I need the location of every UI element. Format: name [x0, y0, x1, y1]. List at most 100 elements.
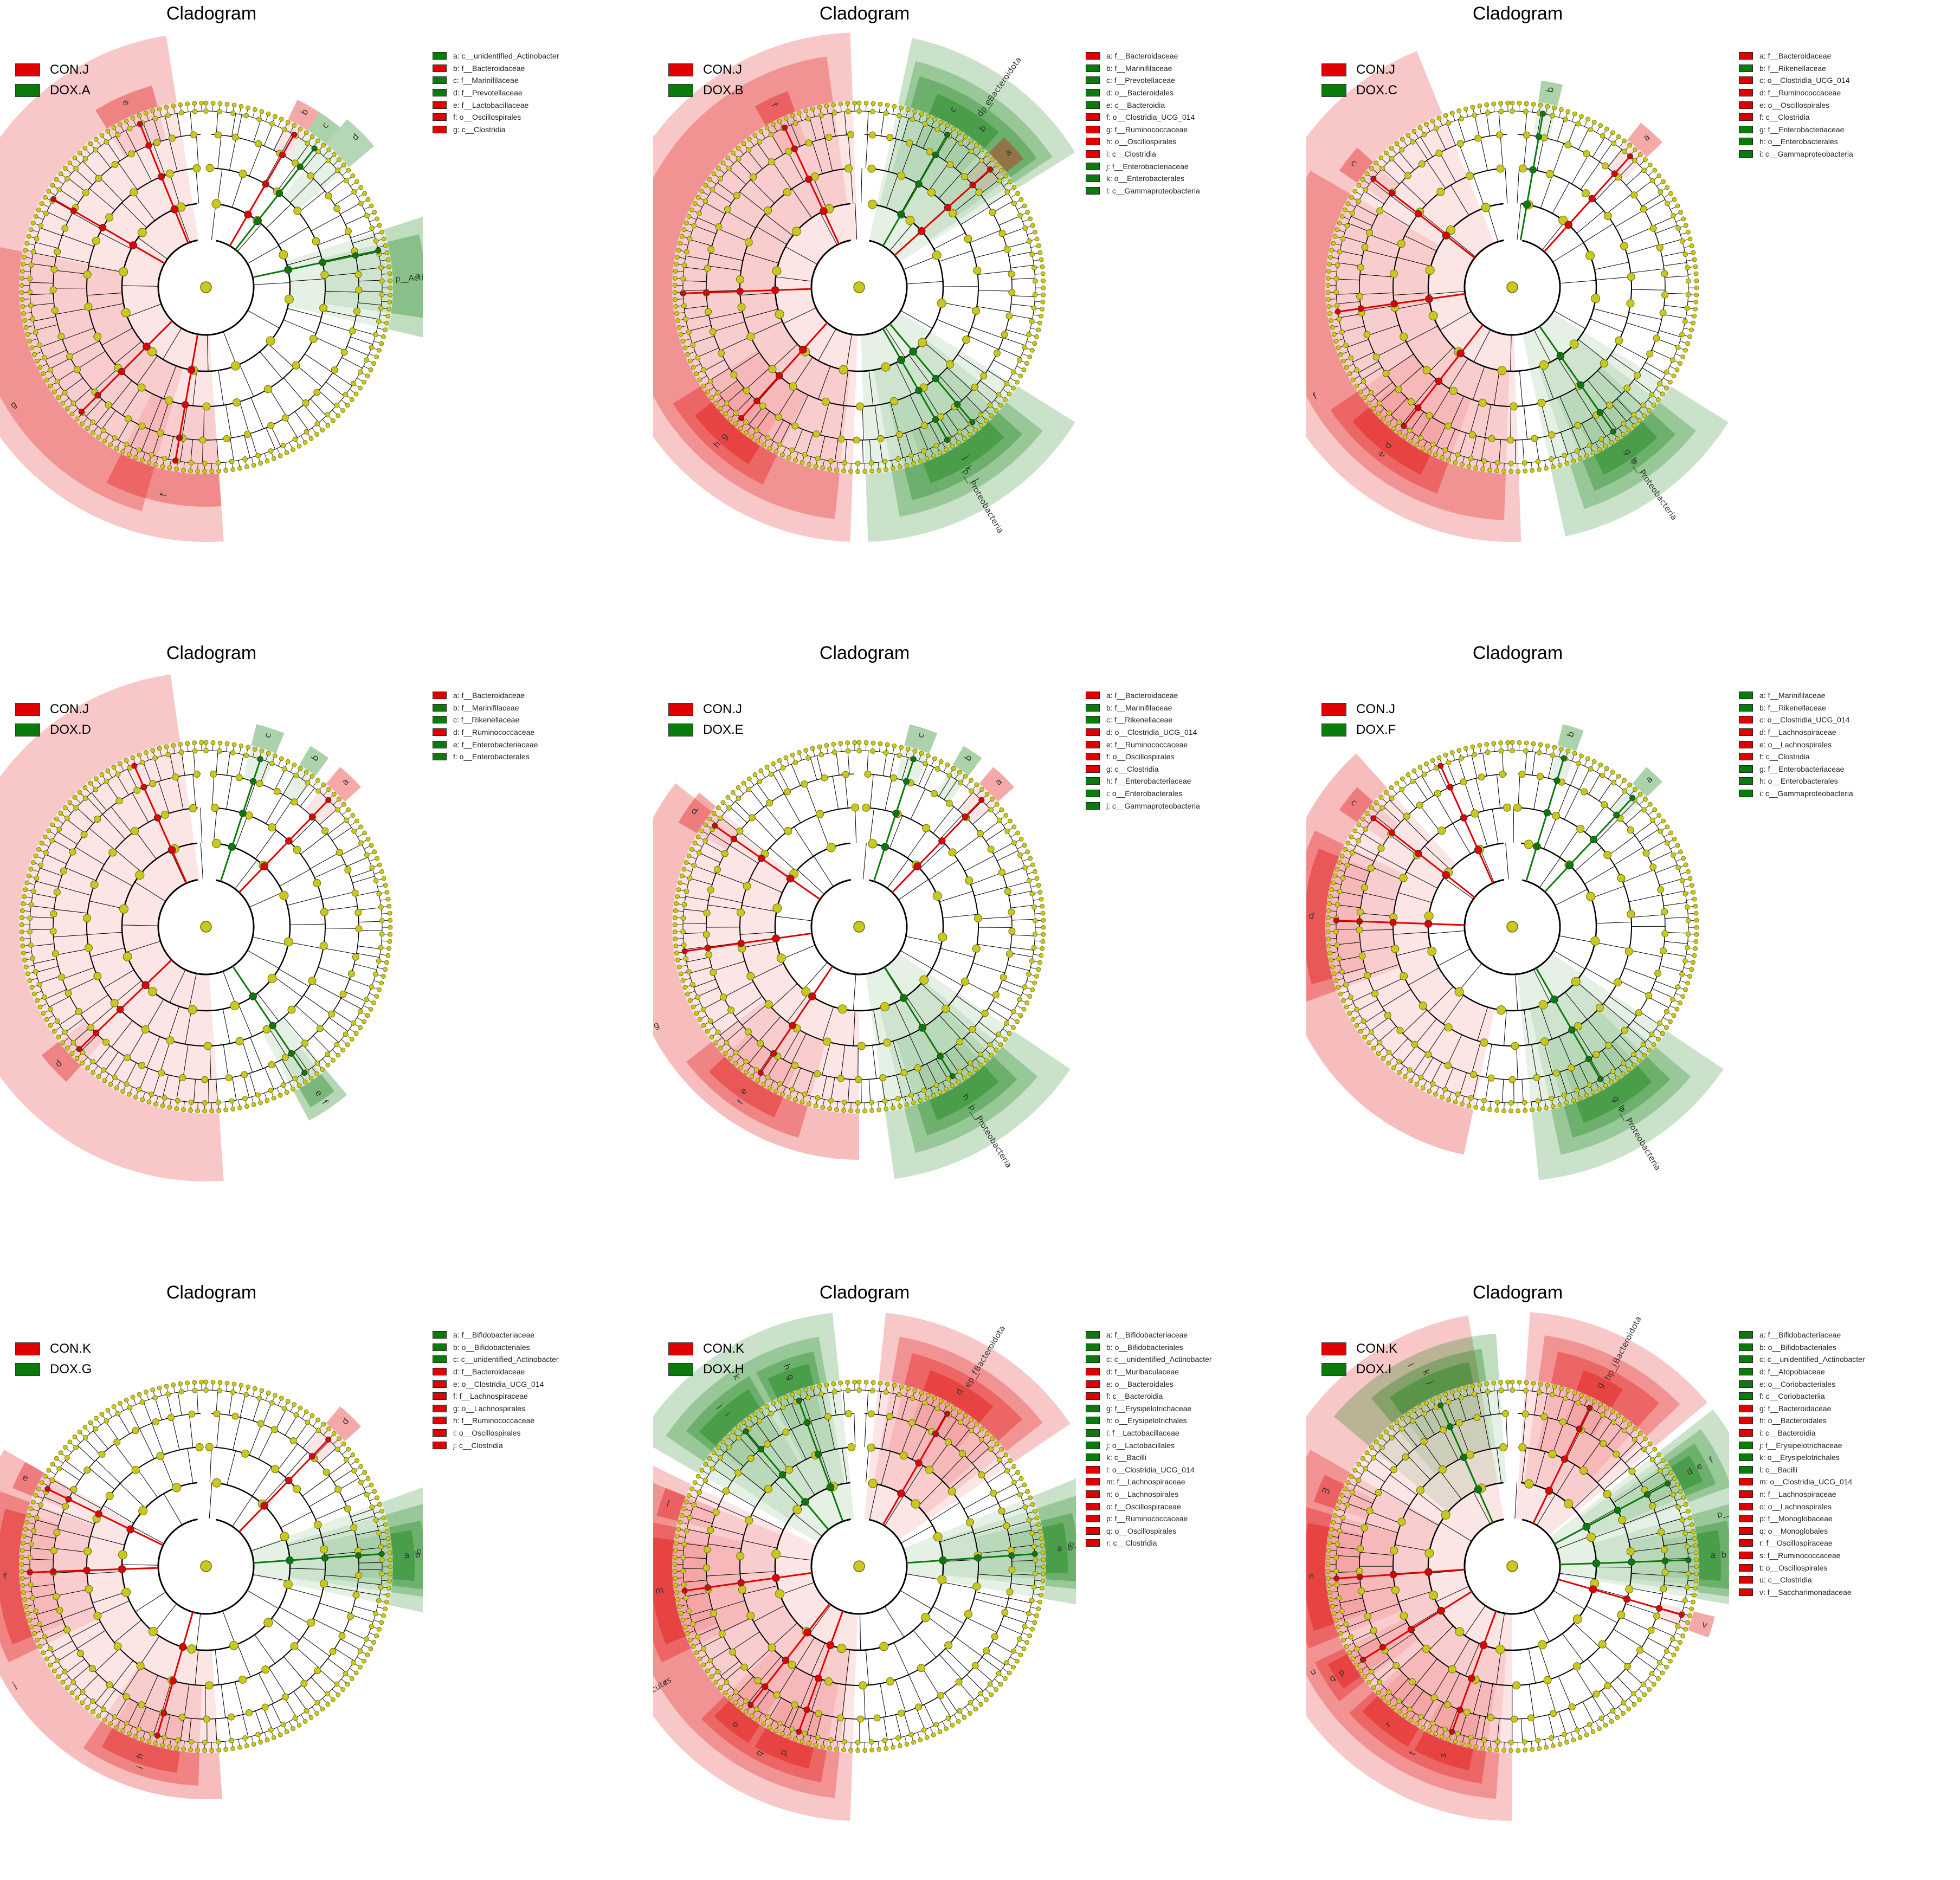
- taxa-label: j: f__Erysipelotrichaceae: [1759, 1441, 1842, 1450]
- group-label: CON.J: [1356, 62, 1395, 77]
- taxa-swatch: [433, 741, 447, 748]
- taxa-legend-item: b: f__Marinifilaceae: [433, 702, 538, 714]
- taxa-label: f: o__Enterobacterales: [453, 752, 530, 761]
- taxa-legend-item: c: f__Marinifilaceae: [433, 74, 559, 87]
- taxa-swatch: [1086, 150, 1100, 158]
- taxa-label: b: f__Rikenellaceae: [1759, 703, 1826, 712]
- taxa-label: i: c__Bacteroidia: [1759, 1429, 1816, 1437]
- group-swatch: [15, 703, 40, 716]
- biomarker-node: [1334, 1576, 1339, 1581]
- taxa-legend-item: h: o__Erysipelotrichales: [1086, 1414, 1212, 1427]
- taxa-legend-item: e: f__Lactobacillaceae: [433, 99, 559, 111]
- taxa-label: p: f__Ruminococcaceae: [1106, 1514, 1188, 1523]
- taxa-label: i: c__Clostridia: [1106, 150, 1156, 158]
- group-label: DOX.H: [703, 1362, 744, 1377]
- taxa-swatch: [1739, 52, 1753, 60]
- group-label: CON.J: [703, 62, 742, 77]
- biomarker-node: [739, 416, 744, 421]
- taxa-label: b: f__Marinifilaceae: [453, 703, 519, 712]
- taxa-legend-item: g: f__Erysipelotrichaceae: [1086, 1403, 1212, 1415]
- taxa-legend-item: d: f__Ruminococcaceae: [1739, 87, 1853, 99]
- biomarker-node: [1447, 1424, 1453, 1430]
- biomarker-node: [1561, 1456, 1568, 1462]
- root-node: [201, 921, 211, 932]
- biomarker-node: [27, 1569, 33, 1575]
- taxa-swatch: [1086, 790, 1100, 797]
- taxa-legend-item: n: f__Lachnospiraceae: [1739, 1488, 1865, 1501]
- taxa-swatch: [1739, 1527, 1753, 1535]
- clade-label: m: [655, 1585, 665, 1596]
- taxa-label: g: c__Clostridia: [453, 125, 506, 134]
- group-label: CON.J: [703, 702, 742, 717]
- biomarker-node: [1587, 1405, 1592, 1411]
- taxa-swatch: [1739, 76, 1753, 84]
- biomarker-node: [988, 167, 993, 172]
- taxa-label: f: c__Coriobacteriia: [1759, 1392, 1825, 1400]
- group-label: CON.K: [50, 1341, 91, 1356]
- biomarker-node: [1627, 153, 1633, 159]
- group-swatch: [1321, 1363, 1346, 1376]
- taxa-label: h: o__Oscillospirales: [1106, 137, 1176, 146]
- biomarker-node: [326, 797, 331, 803]
- taxa-swatch: [1739, 1368, 1753, 1375]
- taxa-label: q: o__Oscillospirales: [1106, 1527, 1176, 1535]
- taxa-legend-item: j: f__Enterobacteriaceae: [1086, 160, 1200, 172]
- taxa-legend-item: d: f__Prevotellaceae: [433, 87, 559, 99]
- taxa-label: e: o__Bacteroidales: [1106, 1380, 1174, 1388]
- biomarker-node: [132, 763, 137, 768]
- group-label: CON.J: [50, 62, 89, 77]
- biomarker-node: [292, 132, 297, 138]
- taxa-swatch: [433, 113, 447, 121]
- taxa-label: i: c__Gammaproteobacteria: [1759, 789, 1853, 798]
- taxa-legend-item: a: f__Bifidobacteriaceae: [1739, 1329, 1865, 1341]
- taxa-swatch: [433, 101, 447, 109]
- taxa-label: k: o__Enterobacterales: [1106, 174, 1184, 183]
- group-legend-item: CON.J: [1321, 699, 1396, 720]
- biomarker-node: [326, 1437, 331, 1442]
- taxa-label: b: o__Bifidobacteriales: [453, 1343, 530, 1352]
- taxa-label: g: f__Erysipelotrichaceae: [1106, 1404, 1191, 1413]
- taxa-swatch: [1086, 728, 1100, 736]
- group-legend-item: DOX.F: [1321, 720, 1396, 740]
- taxa-swatch: [1086, 1442, 1100, 1449]
- biomarker-node: [1561, 755, 1566, 761]
- taxa-label: d: f__Atopobiaceae: [1759, 1367, 1825, 1376]
- root-node: [1507, 282, 1518, 293]
- taxa-label: f: c__Clostridia: [1759, 113, 1810, 121]
- biomarker-node: [796, 1398, 802, 1404]
- taxa-swatch: [433, 89, 447, 96]
- taxa-swatch: [1739, 1442, 1753, 1449]
- taxa-swatch: [1739, 1392, 1753, 1400]
- clade-label: b: [1067, 1542, 1074, 1553]
- taxa-label: o: f__Oscillospiraceae: [1106, 1502, 1181, 1511]
- taxa-label: e: o__Clostridia_UCG_014: [453, 1380, 544, 1388]
- taxa-label: f: c__Clostridia: [1759, 752, 1810, 761]
- taxa-legend-item: g: f__Bacteroidaceae: [1739, 1403, 1865, 1415]
- clade-label: b: [1721, 1549, 1727, 1560]
- taxa-swatch: [1739, 101, 1753, 109]
- taxa-swatch: [1739, 1490, 1753, 1498]
- group-legend-item: CON.J: [15, 60, 91, 80]
- taxa-legend-item: m: f__Lachnospiraceae: [1086, 1476, 1212, 1488]
- taxa-label: a: f__Marinifilaceae: [1759, 691, 1825, 700]
- root-node: [854, 921, 865, 932]
- group-label: DOX.A: [50, 83, 91, 98]
- taxa-legend-item: e: o__Lachnospirales: [1739, 738, 1853, 751]
- group-legend-item: CON.J: [15, 699, 91, 720]
- group-swatch: [668, 703, 693, 716]
- biomarker-node: [127, 1526, 134, 1533]
- taxa-label: a: f__Bifidobacteriaceae: [1106, 1330, 1188, 1339]
- taxa-label: r: f__Oscillospiraceae: [1759, 1539, 1833, 1547]
- taxa-legend-item: h: o__Enterobacterales: [1739, 135, 1853, 148]
- group-swatch: [1321, 1342, 1346, 1355]
- biomarker-node: [945, 437, 950, 442]
- biomarker-node: [945, 1411, 950, 1417]
- taxa-label: j: o__Lactobacillales: [1106, 1441, 1175, 1450]
- taxa-label: a: c__unidentified_Actinobacter: [453, 51, 559, 60]
- taxa-swatch: [1739, 1417, 1753, 1424]
- biomarker-node: [302, 1070, 307, 1075]
- group-legend-item: CON.K: [668, 1339, 744, 1359]
- taxa-legend-item: a: f__Bifidobacteriaceae: [1086, 1329, 1212, 1341]
